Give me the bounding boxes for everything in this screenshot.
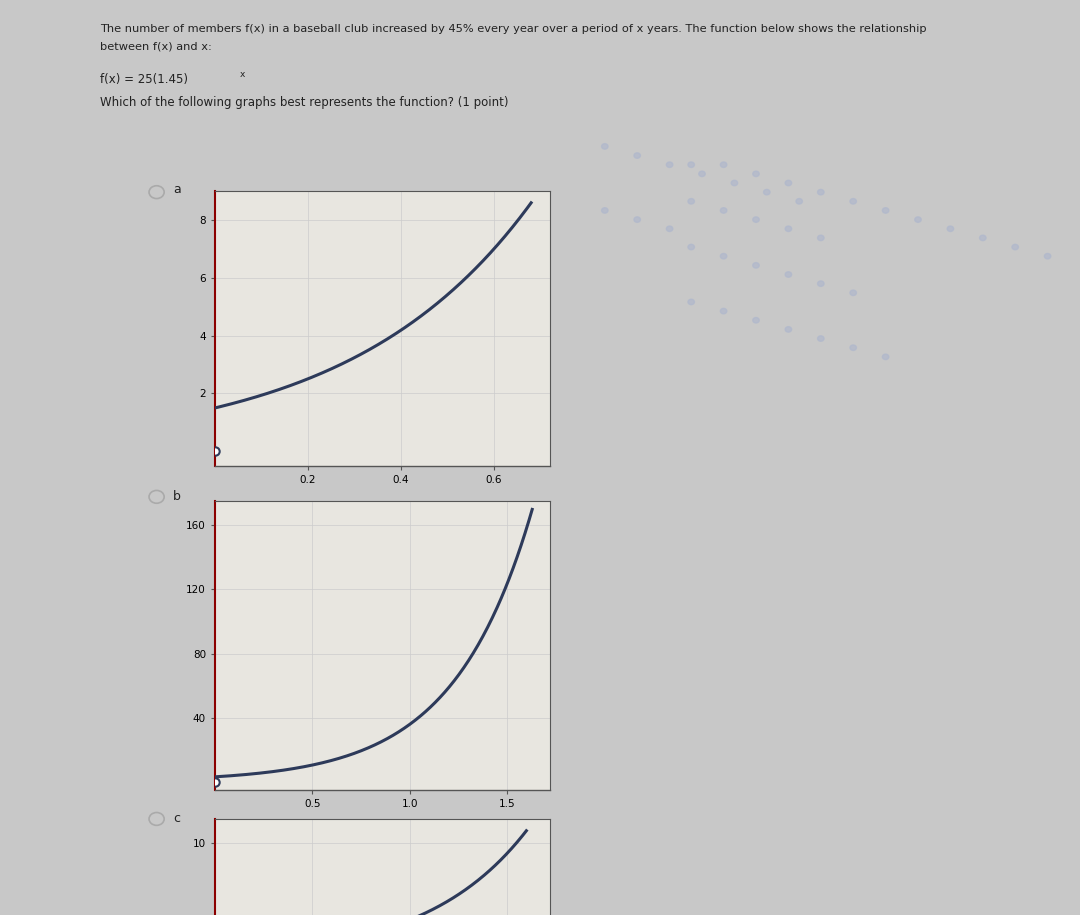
Text: x: x — [240, 70, 245, 79]
Text: b: b — [173, 490, 180, 503]
Text: The number of members f(x) in a baseball club increased by 45% every year over a: The number of members f(x) in a baseball… — [100, 24, 927, 34]
Text: f(x) = 25(1.45): f(x) = 25(1.45) — [100, 73, 188, 86]
Text: a: a — [173, 183, 180, 196]
Text: c: c — [173, 813, 179, 825]
Text: between f(x) and x:: between f(x) and x: — [100, 41, 213, 51]
Text: Which of the following graphs best represents the function? (1 point): Which of the following graphs best repre… — [100, 96, 509, 109]
